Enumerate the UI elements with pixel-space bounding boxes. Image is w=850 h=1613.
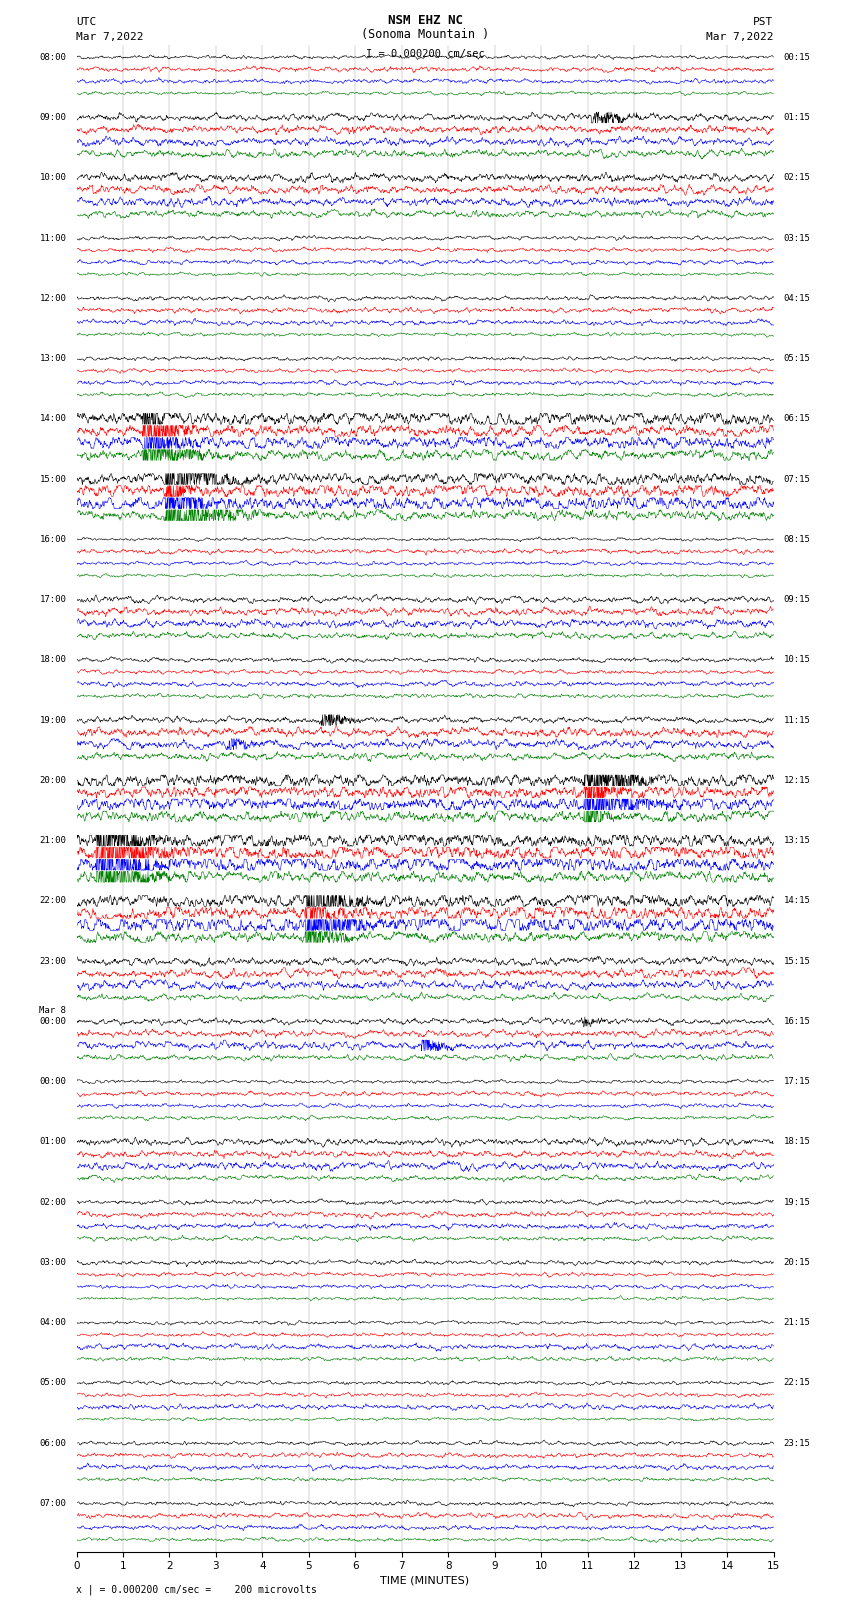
Text: 17:00: 17:00 (39, 595, 66, 605)
Text: (Sonoma Mountain ): (Sonoma Mountain ) (361, 27, 489, 40)
Text: 07:00: 07:00 (39, 1498, 66, 1508)
Text: 15:00: 15:00 (39, 474, 66, 484)
Text: 20:00: 20:00 (39, 776, 66, 786)
Text: 02:00: 02:00 (39, 1198, 66, 1207)
Text: 08:15: 08:15 (784, 536, 811, 544)
Text: 11:00: 11:00 (39, 234, 66, 242)
Text: 04:00: 04:00 (39, 1318, 66, 1327)
Text: 05:00: 05:00 (39, 1379, 66, 1387)
Text: 00:00: 00:00 (39, 1077, 66, 1086)
Text: NSM EHZ NC: NSM EHZ NC (388, 15, 462, 27)
Text: 00:00: 00:00 (39, 1016, 66, 1026)
Text: 16:15: 16:15 (784, 1016, 811, 1026)
Text: 21:00: 21:00 (39, 836, 66, 845)
Text: 03:15: 03:15 (784, 234, 811, 242)
Text: 12:00: 12:00 (39, 294, 66, 303)
Text: 13:15: 13:15 (784, 836, 811, 845)
Text: 15:15: 15:15 (784, 957, 811, 966)
Text: 00:15: 00:15 (784, 53, 811, 61)
Text: 11:15: 11:15 (784, 716, 811, 724)
Text: 18:15: 18:15 (784, 1137, 811, 1147)
Text: 22:00: 22:00 (39, 897, 66, 905)
Text: 21:15: 21:15 (784, 1318, 811, 1327)
Text: 01:15: 01:15 (784, 113, 811, 123)
Text: Mar 7,2022: Mar 7,2022 (706, 32, 774, 42)
X-axis label: TIME (MINUTES): TIME (MINUTES) (381, 1576, 469, 1586)
Text: 13:00: 13:00 (39, 353, 66, 363)
Text: 07:15: 07:15 (784, 474, 811, 484)
Text: 02:15: 02:15 (784, 173, 811, 182)
Text: 19:00: 19:00 (39, 716, 66, 724)
Text: 06:15: 06:15 (784, 415, 811, 423)
Text: 23:00: 23:00 (39, 957, 66, 966)
Text: 20:15: 20:15 (784, 1258, 811, 1266)
Text: I = 0.000200 cm/sec: I = 0.000200 cm/sec (366, 48, 484, 60)
Text: 19:15: 19:15 (784, 1198, 811, 1207)
Text: 06:00: 06:00 (39, 1439, 66, 1448)
Text: 16:00: 16:00 (39, 536, 66, 544)
Text: 18:00: 18:00 (39, 655, 66, 665)
Text: 04:15: 04:15 (784, 294, 811, 303)
Text: 01:00: 01:00 (39, 1137, 66, 1147)
Text: 03:00: 03:00 (39, 1258, 66, 1266)
Text: 05:15: 05:15 (784, 353, 811, 363)
Text: PST: PST (753, 18, 774, 27)
Text: UTC: UTC (76, 18, 97, 27)
Text: 17:15: 17:15 (784, 1077, 811, 1086)
Text: Mar 8: Mar 8 (39, 1007, 66, 1015)
Text: 12:15: 12:15 (784, 776, 811, 786)
Text: Mar 7,2022: Mar 7,2022 (76, 32, 144, 42)
Text: 09:00: 09:00 (39, 113, 66, 123)
Text: x | = 0.000200 cm/sec =    200 microvolts: x | = 0.000200 cm/sec = 200 microvolts (76, 1586, 317, 1595)
Text: 23:15: 23:15 (784, 1439, 811, 1448)
Text: 08:00: 08:00 (39, 53, 66, 61)
Text: 09:15: 09:15 (784, 595, 811, 605)
Text: 14:15: 14:15 (784, 897, 811, 905)
Text: 10:00: 10:00 (39, 173, 66, 182)
Text: 14:00: 14:00 (39, 415, 66, 423)
Text: 22:15: 22:15 (784, 1379, 811, 1387)
Text: 10:15: 10:15 (784, 655, 811, 665)
